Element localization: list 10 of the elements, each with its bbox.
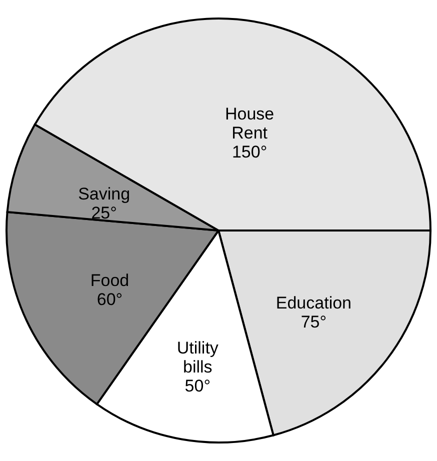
data-label: 60° (96, 290, 123, 310)
slice-label: Food (90, 271, 130, 290)
data-label: 75° (300, 312, 327, 332)
data-label: 25° (91, 203, 117, 222)
data-label: 50° (184, 376, 211, 396)
slice-label: House Rent (224, 104, 274, 143)
data-label: 150° (232, 142, 268, 162)
slice-label: Education (276, 294, 352, 313)
slice-label: Saving (78, 184, 130, 204)
slice-label: Utility bills (176, 338, 219, 377)
